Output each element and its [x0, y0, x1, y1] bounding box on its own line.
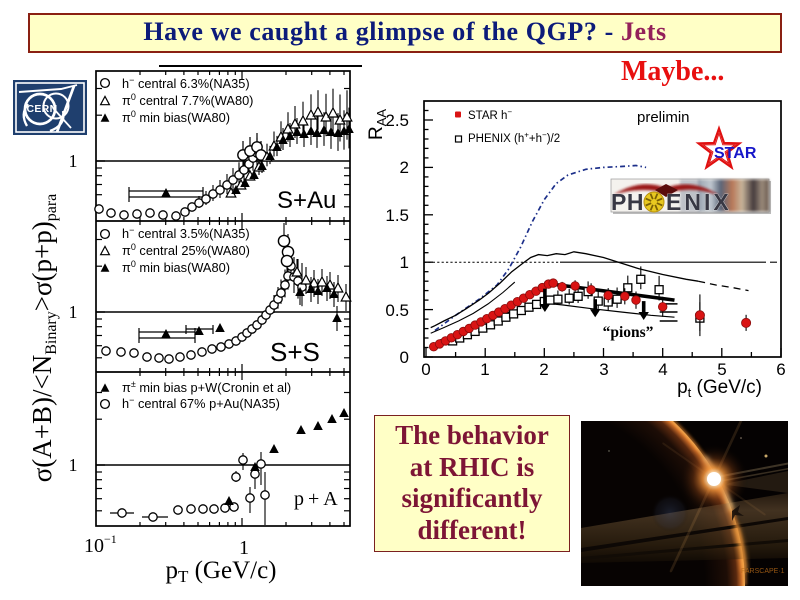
svg-text:0.5: 0.5: [385, 301, 409, 320]
svg-text:π0 min bias(WA80): π0 min bias(WA80): [122, 109, 230, 125]
svg-text:RAA: RAA: [366, 109, 389, 140]
svg-text:FARSCAPE·1: FARSCAPE·1: [741, 568, 785, 575]
svg-text:1: 1: [400, 253, 409, 272]
svg-text:STAR h−: STAR h−: [468, 108, 512, 123]
svg-text:1: 1: [69, 302, 78, 322]
svg-text:1: 1: [69, 455, 78, 475]
svg-text:2: 2: [400, 158, 409, 177]
svg-text:2: 2: [539, 360, 548, 379]
svg-text:“pions”: “pions”: [603, 324, 654, 341]
svg-text:h− central 3.5%(NA35): h− central 3.5%(NA35): [122, 225, 250, 241]
svg-text:CERN: CERN: [27, 103, 58, 115]
svg-text:pt (GeV/c): pt (GeV/c): [677, 377, 762, 400]
svg-text:STAR: STAR: [714, 145, 757, 162]
svg-text:1.5: 1.5: [385, 206, 409, 225]
svg-text:1: 1: [69, 151, 78, 171]
svg-text:10−1: 10−1: [84, 532, 117, 557]
svg-text:S+S: S+S: [270, 337, 320, 367]
svg-text:5: 5: [717, 360, 726, 379]
svg-text:1: 1: [239, 537, 249, 559]
svg-text:π0 central 7.7%(WA80): π0 central 7.7%(WA80): [122, 92, 253, 108]
svg-text:σ(A+B)/<NBinary>σ(p+p)para: σ(A+B)/<NBinary>σ(p+p)para: [27, 194, 60, 483]
svg-text:h− central 6.3%(NA35): h− central 6.3%(NA35): [122, 75, 250, 91]
svg-text:prelimin: prelimin: [637, 109, 690, 126]
svg-text:PH: PH: [611, 189, 644, 215]
svg-text:p + A: p + A: [294, 488, 338, 510]
svg-text:2.5: 2.5: [385, 111, 409, 130]
svg-text:0: 0: [400, 348, 409, 367]
svg-text:6: 6: [776, 360, 785, 379]
svg-text:1: 1: [480, 360, 489, 379]
svg-text:pT (GeV/c): pT (GeV/c): [165, 557, 276, 586]
svg-text:π0 min bias(WA80): π0 min bias(WA80): [122, 259, 230, 275]
svg-text:π± min bias p+W(Cronin et al): π± min bias p+W(Cronin et al): [122, 379, 291, 395]
svg-text:0: 0: [421, 360, 430, 379]
svg-text:ENIX: ENIX: [666, 189, 732, 215]
svg-text:PHENIX (h++h−)/2: PHENIX (h++h−)/2: [468, 131, 560, 146]
svg-text:3: 3: [599, 360, 608, 379]
svg-text:4: 4: [658, 360, 667, 379]
svg-text:S+Au: S+Au: [277, 187, 336, 214]
svg-text:π0 central 25%(WA80): π0 central 25%(WA80): [122, 242, 250, 258]
svg-text:h− central 67% p+Au(NA35): h− central 67% p+Au(NA35): [122, 395, 280, 411]
